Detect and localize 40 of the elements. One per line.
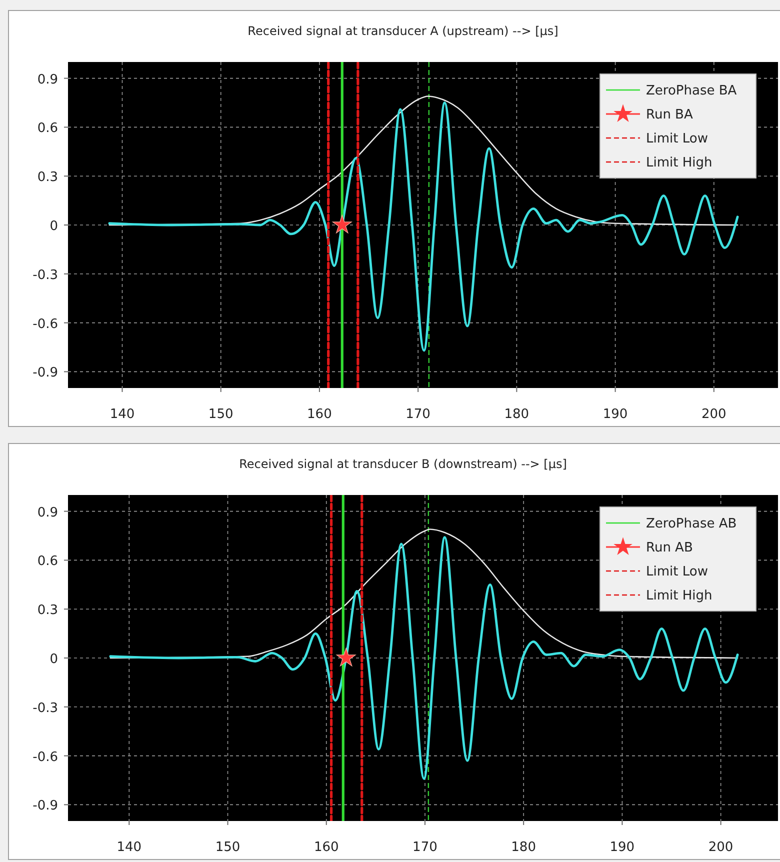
x-tick-label: 150 xyxy=(208,407,234,422)
legend-label: ZeroPhase BA xyxy=(646,84,737,98)
legend-label: Run AB xyxy=(646,540,693,556)
chart-title: Received signal at transducer A (upstream) --> [µs] xyxy=(248,24,558,38)
y-tick-label: 0.9 xyxy=(37,505,58,520)
x-tick-label: 170 xyxy=(412,840,438,855)
y-tick-label: 0 xyxy=(50,219,58,234)
y-tick-label: -0.6 xyxy=(32,316,58,332)
x-tick-label: 190 xyxy=(610,840,635,855)
chart-title: Received signal at transducer B (downstream) --> [µs] xyxy=(239,457,567,471)
legend-label: Limit High xyxy=(646,588,712,604)
x-tick-label: 180 xyxy=(511,840,536,855)
legend-label: Limit High xyxy=(646,156,712,170)
x-tick-label: 200 xyxy=(708,840,734,855)
y-tick-label: -0.6 xyxy=(32,750,58,765)
y-tick-label: -0.9 xyxy=(32,366,58,381)
y-tick-label: 0.6 xyxy=(37,554,58,570)
y-tick-label: -0.9 xyxy=(32,798,58,814)
y-tick-label: 0.3 xyxy=(37,603,58,618)
y-tick-label: 0.6 xyxy=(37,121,58,136)
x-tick-label: 160 xyxy=(307,407,332,422)
y-tick-label: 0.9 xyxy=(37,72,58,88)
line-series xyxy=(109,536,739,780)
legend-label: ZeroPhase AB xyxy=(646,516,737,532)
x-tick-label: 170 xyxy=(406,407,430,422)
x-tick-label: 180 xyxy=(504,407,530,422)
y-tick-label: 0.3 xyxy=(37,170,58,186)
x-tick-label: 200 xyxy=(701,407,726,422)
legend-label: Run BA xyxy=(646,108,693,122)
x-tick-label: 150 xyxy=(215,840,240,855)
x-tick-label: 140 xyxy=(116,840,142,855)
x-tick-label: 140 xyxy=(110,407,135,422)
legend-label: Limit Low xyxy=(646,132,708,146)
y-tick-label: 0 xyxy=(50,652,58,667)
y-tick-label: -0.3 xyxy=(32,700,58,716)
line-series xyxy=(108,102,739,352)
x-tick-label: 160 xyxy=(314,840,339,855)
x-tick-label: 190 xyxy=(602,407,628,422)
legend-label: Limit Low xyxy=(646,564,708,580)
y-tick-label: -0.3 xyxy=(32,268,58,283)
